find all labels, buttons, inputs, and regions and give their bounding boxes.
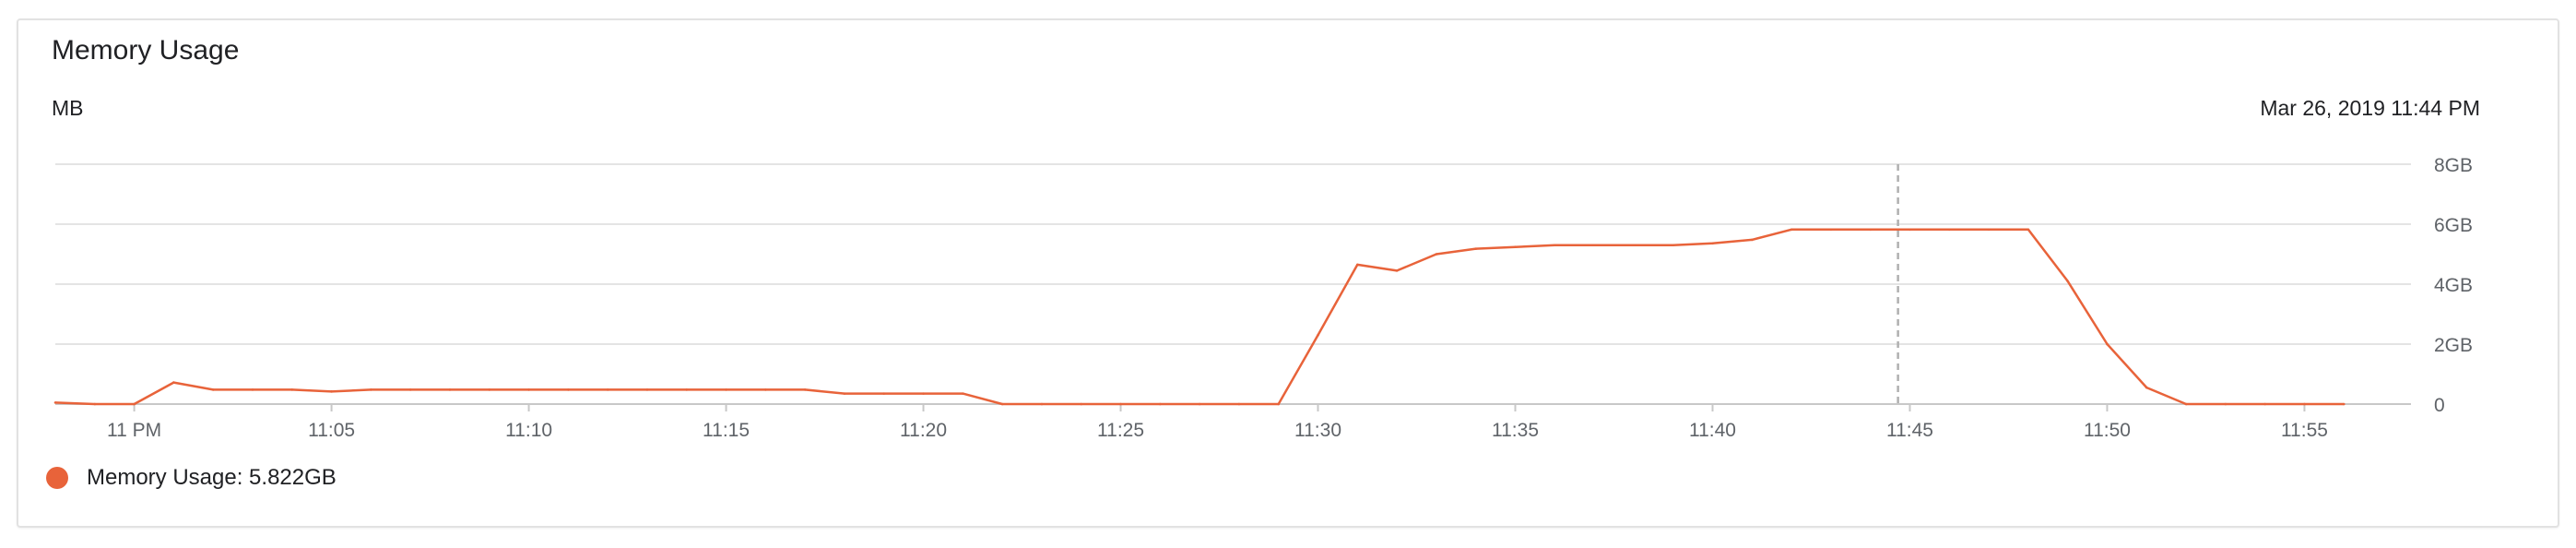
data-point <box>290 388 294 391</box>
data-point <box>2106 342 2109 346</box>
data-point <box>2027 228 2030 232</box>
data-point <box>1040 402 1044 406</box>
data-point <box>93 402 97 406</box>
x-tick-label: 11:50 <box>2084 420 2131 441</box>
data-point <box>645 388 649 391</box>
data-point <box>1947 228 1951 232</box>
x-tick-label: 11:10 <box>505 420 552 441</box>
data-point <box>1908 228 1911 232</box>
data-point <box>1987 228 1991 232</box>
data-point <box>133 402 136 406</box>
data-point <box>211 388 215 391</box>
data-point <box>53 401 57 404</box>
data-point <box>1435 253 1438 256</box>
data-point <box>1356 263 1359 267</box>
x-tick-label: 11:05 <box>308 420 355 441</box>
data-point <box>488 388 491 391</box>
data-point <box>1119 402 1122 406</box>
data-point <box>2066 280 2069 283</box>
x-tick-label: 11:40 <box>1689 420 1736 441</box>
x-tick-label: 11:55 <box>2281 420 2328 441</box>
x-tick-label: 11 PM <box>107 420 161 441</box>
data-point <box>922 392 925 395</box>
data-point <box>1198 402 1201 406</box>
data-point <box>1277 402 1281 406</box>
y-tick-label: 0 <box>2434 395 2445 416</box>
data-point <box>2224 402 2227 406</box>
data-point <box>882 392 886 395</box>
legend-text: Memory Usage: 5.822GB <box>87 465 337 490</box>
data-point <box>1395 269 1399 272</box>
series-line-memory-usage <box>54 228 2345 406</box>
data-point <box>1750 238 1754 242</box>
data-point <box>1080 402 1083 406</box>
data-point <box>1829 228 1833 232</box>
y-tick-label: 2GB <box>2434 335 2473 356</box>
x-tick-label: 11:25 <box>1097 420 1144 441</box>
data-point <box>2184 402 2188 406</box>
x-tick-label: 11:15 <box>703 420 750 441</box>
data-point <box>2263 402 2266 406</box>
data-point <box>962 392 964 395</box>
data-point <box>172 381 175 384</box>
data-point <box>408 388 412 391</box>
data-point <box>725 388 727 391</box>
y-tick-label: 4GB <box>2434 275 2473 296</box>
data-point <box>2303 402 2306 406</box>
card-title: Memory Usage <box>52 35 240 66</box>
data-point <box>606 388 609 391</box>
cursor-timestamp: Mar 26, 2019 11:44 PM <box>2260 96 2480 120</box>
legend[interactable]: Memory Usage: 5.822GB <box>46 465 337 491</box>
data-point <box>330 390 333 393</box>
data-point <box>1514 245 1517 249</box>
data-point <box>1474 247 1478 250</box>
data-point <box>803 388 807 391</box>
y-tick-label: 6GB <box>2434 215 2473 236</box>
data-point <box>843 392 846 395</box>
data-point <box>527 388 530 391</box>
data-point <box>1790 228 1793 232</box>
data-point <box>1553 244 1556 247</box>
chart-card <box>17 18 2559 528</box>
data-point <box>1632 244 1636 247</box>
data-point <box>2342 402 2346 406</box>
data-point <box>685 388 689 391</box>
x-tick-label: 11:20 <box>900 420 947 441</box>
data-point <box>251 388 254 391</box>
x-tick-label: 11:35 <box>1492 420 1539 441</box>
data-point <box>448 388 452 391</box>
data-point <box>1000 402 1004 406</box>
data-point <box>567 388 570 391</box>
data-point <box>2145 386 2148 389</box>
data-point <box>1869 228 1872 232</box>
data-point <box>1317 333 1319 337</box>
data-point <box>370 388 372 391</box>
data-point <box>1592 244 1596 247</box>
x-tick-label: 11:30 <box>1294 420 1341 441</box>
data-point <box>764 388 767 391</box>
data-point <box>1159 402 1162 406</box>
data-point <box>1672 244 1674 247</box>
data-point <box>1237 402 1241 406</box>
data-point <box>1711 242 1714 245</box>
x-tick-label: 11:45 <box>1886 420 1933 441</box>
legend-dot-icon <box>46 467 68 489</box>
unit-label: MB <box>52 96 84 120</box>
y-tick-label: 8GB <box>2434 155 2473 176</box>
